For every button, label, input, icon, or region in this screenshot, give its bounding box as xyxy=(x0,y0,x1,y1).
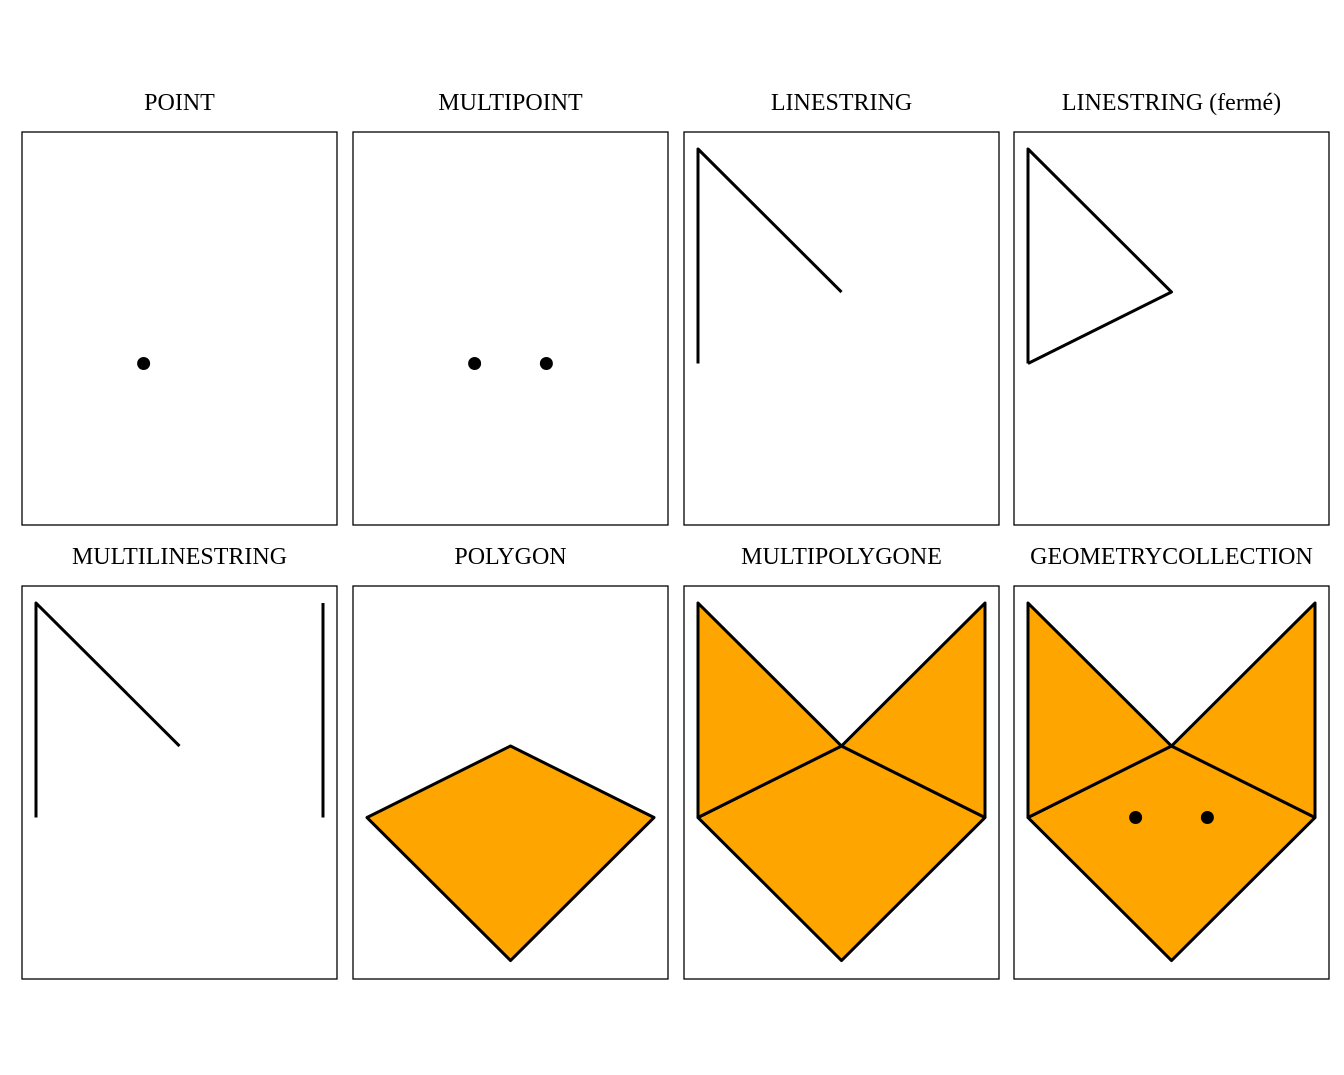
panel-polygon: POLYGON xyxy=(352,544,669,980)
panel-geometrycollection: GEOMETRYCOLLECTION xyxy=(1013,544,1330,980)
panel-frame xyxy=(21,131,338,526)
polygon-shape xyxy=(696,601,843,819)
polygon-shape xyxy=(1026,601,1173,819)
panel-linestring: LINESTRING (fermé) xyxy=(1013,90,1330,526)
panel-title: POINT xyxy=(144,90,215,116)
panel-multipoint: MULTIPOINT xyxy=(352,90,669,526)
point-marker xyxy=(539,357,553,370)
point-marker xyxy=(1200,811,1214,824)
line-shape xyxy=(696,147,843,364)
panel-title: MULTIPOINT xyxy=(438,90,583,116)
polygon-shape xyxy=(1170,601,1317,819)
panel-frame xyxy=(352,131,669,526)
panel-title: MULTIPOLYGONE xyxy=(741,544,942,570)
polygon-shape xyxy=(840,601,987,819)
panel-point: POINT xyxy=(21,90,338,526)
line-shape xyxy=(1026,147,1173,365)
panel-frame xyxy=(21,585,338,980)
panel-frame xyxy=(1013,131,1330,526)
panel-title: MULTILINESTRING xyxy=(72,544,287,570)
panel-multilinestring: MULTILINESTRING xyxy=(21,544,338,980)
panel-frame xyxy=(352,585,669,980)
panel-grid: POINT MULTIPOINT LINESTRING LINESTRING (fer… xyxy=(21,90,1330,980)
panel-linestring: LINESTRING xyxy=(683,90,1000,526)
panel-title: LINESTRING xyxy=(771,90,912,116)
point-marker xyxy=(1129,811,1143,824)
panel-title: GEOMETRYCOLLECTION xyxy=(1030,544,1313,570)
panel-multipolygon: MULTIPOLYGONE xyxy=(683,544,1000,980)
panel-title: LINESTRING (fermé) xyxy=(1062,90,1281,116)
panel-frame xyxy=(683,585,1000,980)
panel-frame xyxy=(1013,585,1330,980)
point-marker xyxy=(468,357,482,370)
panel-frame xyxy=(683,131,1000,526)
point-marker xyxy=(137,357,151,370)
panel-title: POLYGON xyxy=(454,544,566,570)
line-shape xyxy=(34,601,181,818)
polygon-shape xyxy=(365,744,656,962)
